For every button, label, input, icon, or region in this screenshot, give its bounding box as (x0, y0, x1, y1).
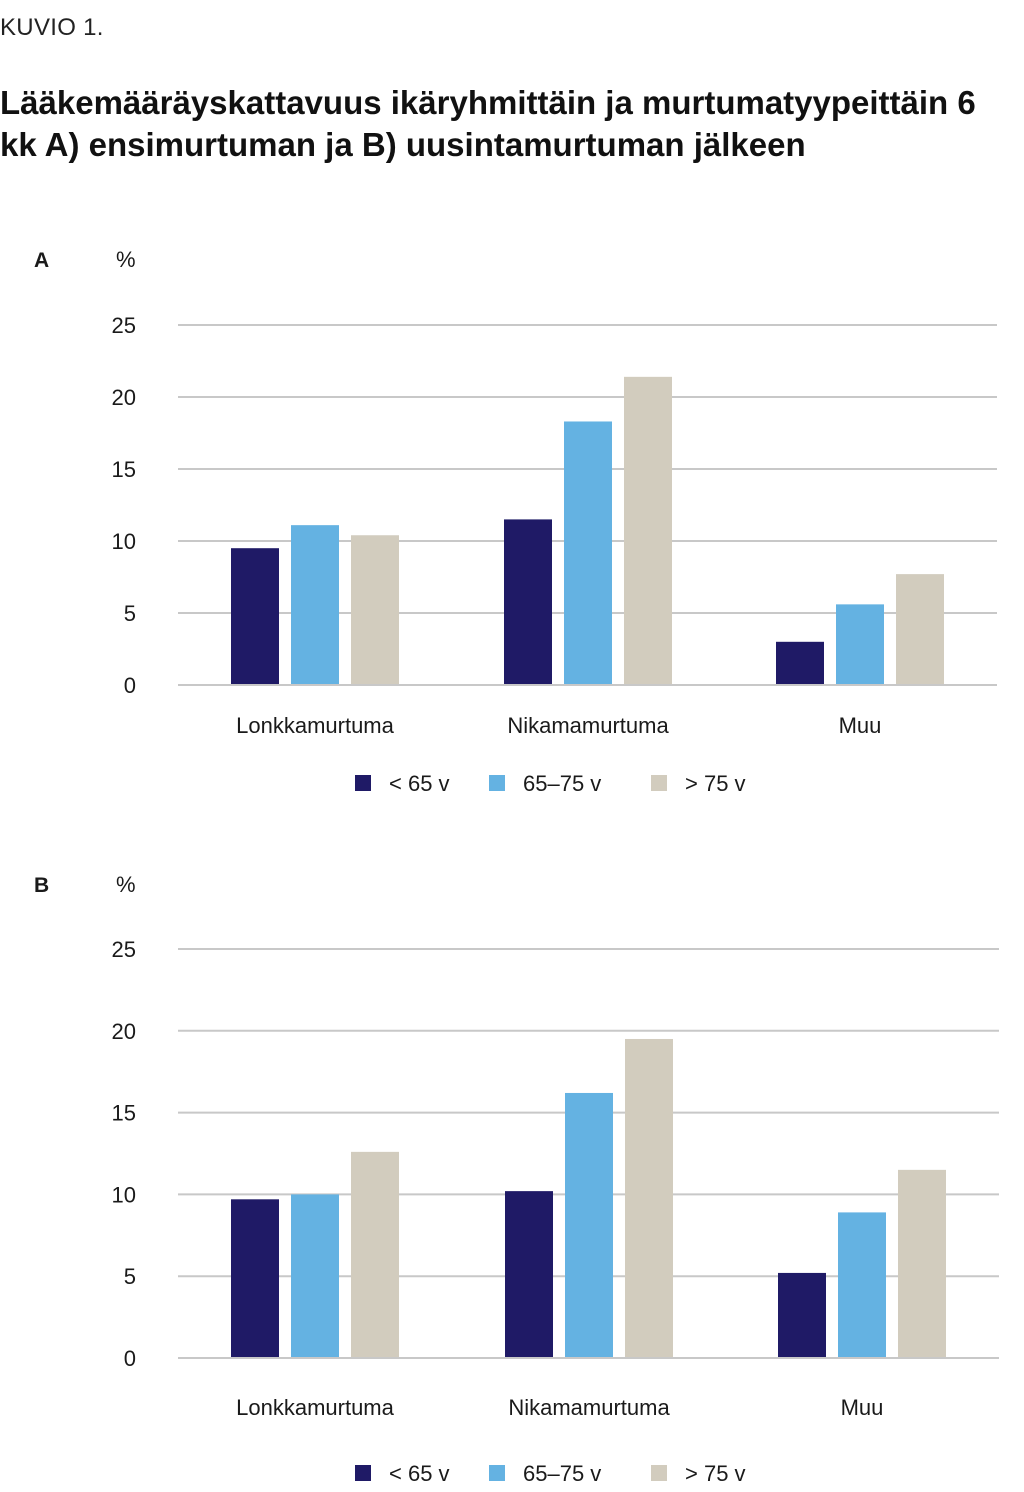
bar (624, 376, 672, 685)
y-tick-label: 5 (124, 601, 136, 626)
legend-swatch (355, 775, 371, 791)
x-category-label: Lonkkamurtuma (236, 1395, 395, 1420)
y-tick-label: 10 (112, 1182, 136, 1207)
bar (291, 525, 339, 685)
y-tick-label: 0 (124, 1346, 136, 1371)
panel-label: B (34, 874, 49, 897)
y-tick-label: 0 (124, 673, 136, 698)
bar (776, 641, 824, 685)
legend-label: < 65 v (389, 771, 450, 796)
bar (231, 548, 279, 685)
bar (898, 1169, 946, 1358)
x-category-label: Nikamamurtuma (508, 1395, 670, 1420)
bar (505, 1191, 553, 1358)
y-tick-label: 25 (112, 313, 136, 338)
bar (564, 421, 612, 685)
y-tick-label: 10 (112, 529, 136, 554)
y-axis-unit-label: % (116, 872, 136, 897)
x-category-label: Muu (839, 713, 882, 738)
chart-b: B % 0 5 10 15 20 25 Lonkkamurtuma Nikamamurtuma Mu… (34, 872, 999, 1486)
y-tick-label: 20 (112, 385, 136, 410)
bar (565, 1092, 613, 1358)
y-axis-unit-label: % (116, 247, 136, 272)
y-tick-label: 15 (112, 1101, 136, 1126)
bar (231, 1199, 279, 1358)
y-tick-label: 25 (112, 937, 136, 962)
panel-label: A (34, 249, 49, 272)
figure-title: Lääkemääräyskattavuus ikäryhmittäin ja m… (0, 84, 976, 163)
legend-swatch (651, 775, 667, 791)
y-tick-label: 5 (124, 1264, 136, 1289)
figure-number: KUVIO 1. (0, 14, 104, 41)
legend-swatch (355, 1465, 371, 1481)
bar (838, 1212, 886, 1358)
bar (351, 535, 399, 685)
legend-swatch (651, 1465, 667, 1481)
bar (896, 574, 944, 685)
legend-label: 65–75 v (523, 771, 601, 796)
legend-label: > 75 v (685, 771, 746, 796)
chart-a: A % 0 5 10 15 20 25 Lonkkamurtuma Nikamamurtuma Mu… (34, 247, 997, 796)
x-category-label: Muu (841, 1395, 884, 1420)
bar (625, 1038, 673, 1358)
x-category-label: Nikamamurtuma (507, 713, 669, 738)
bar (504, 519, 552, 685)
legend-swatch (489, 775, 505, 791)
bar (291, 1194, 339, 1358)
legend-label: > 75 v (685, 1461, 746, 1486)
x-category-label: Lonkkamurtuma (236, 713, 395, 738)
bar (351, 1151, 399, 1358)
y-tick-label: 20 (112, 1019, 136, 1044)
legend-swatch (489, 1465, 505, 1481)
legend-label: < 65 v (389, 1461, 450, 1486)
bar (778, 1272, 826, 1358)
bar (836, 604, 884, 685)
legend-label: 65–75 v (523, 1461, 601, 1486)
y-tick-label: 15 (112, 457, 136, 482)
